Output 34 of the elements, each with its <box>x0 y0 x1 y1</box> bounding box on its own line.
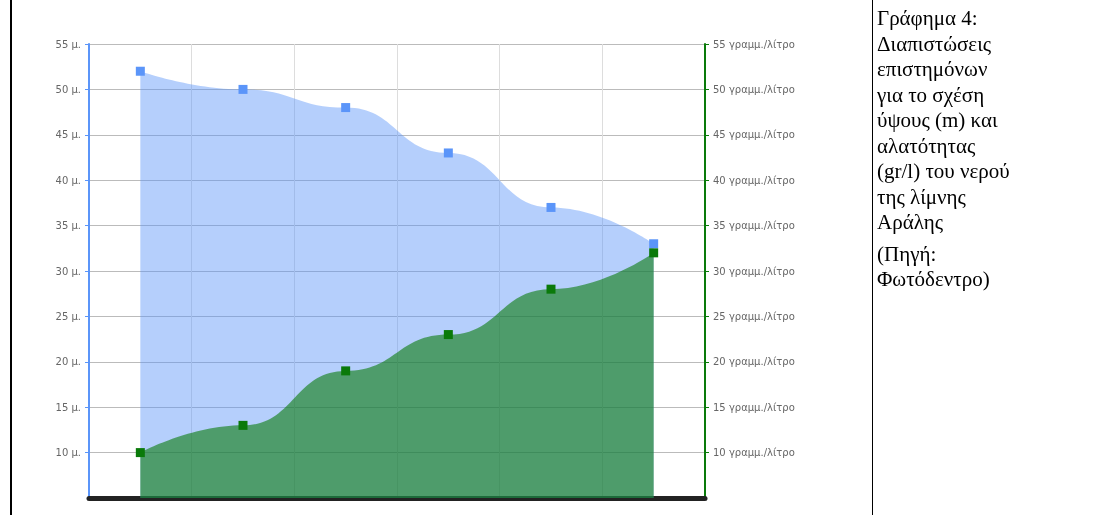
y2-tick-label: 20 γραμμ./λίτρο <box>713 356 795 368</box>
text: (Πηγή: Φωτόδεντρο) <box>877 241 991 293</box>
y-tick-label: 30 μ. <box>55 265 81 277</box>
y-tick-label: 40 μ. <box>55 174 81 186</box>
point <box>649 248 659 258</box>
y-tick-label: 25 μ. <box>55 310 81 322</box>
point <box>135 66 145 76</box>
y2-tick-label: 25 γραμμ./λίτρο <box>713 310 795 322</box>
point <box>546 202 556 212</box>
point <box>341 366 351 376</box>
point <box>443 148 453 158</box>
y-tick-label: 20 μ. <box>55 356 81 368</box>
y2-tick-label: 55 γραμμ./λίτρο <box>713 38 795 50</box>
y-tick-label: 10 μ. <box>55 447 81 459</box>
y-tick-label: 45 μ. <box>55 129 81 141</box>
point <box>546 284 556 294</box>
y-tick-label: 35 μ. <box>55 220 81 232</box>
y2-tick-label: 15 γραμμ./λίτρο <box>713 401 795 413</box>
y2-tick-label: 35 γραμμ./λίτρο <box>713 220 795 232</box>
point <box>238 84 248 94</box>
chart-title: Γράφημα 4: Διαπιστώσεις επιστημόνων για το σχέση ύψους (m) και αλατότητας (gr/l) του νερού της λίμνης Αράλης <box>877 6 1010 234</box>
y-tick-label: 15 μ. <box>55 401 81 413</box>
y2-tick-label: 30 γραμμ./λίτρο <box>713 265 795 277</box>
point <box>238 420 248 430</box>
point <box>341 103 351 113</box>
y2-tick-label: 50 γραμμ./λίτρο <box>713 83 795 95</box>
y2-tick-label: 40 γραμμ./λίτρο <box>713 174 795 186</box>
point <box>135 448 145 458</box>
y2-tick-label: 45 γραμμ./λίτρο <box>713 129 795 141</box>
point <box>443 330 453 340</box>
y-tick-label: 55 μ. <box>55 38 81 50</box>
y-tick-label: 50 μ. <box>55 83 81 95</box>
y2-tick-label: 10 γραμμ./λίτρο <box>713 447 795 459</box>
point <box>649 239 659 249</box>
